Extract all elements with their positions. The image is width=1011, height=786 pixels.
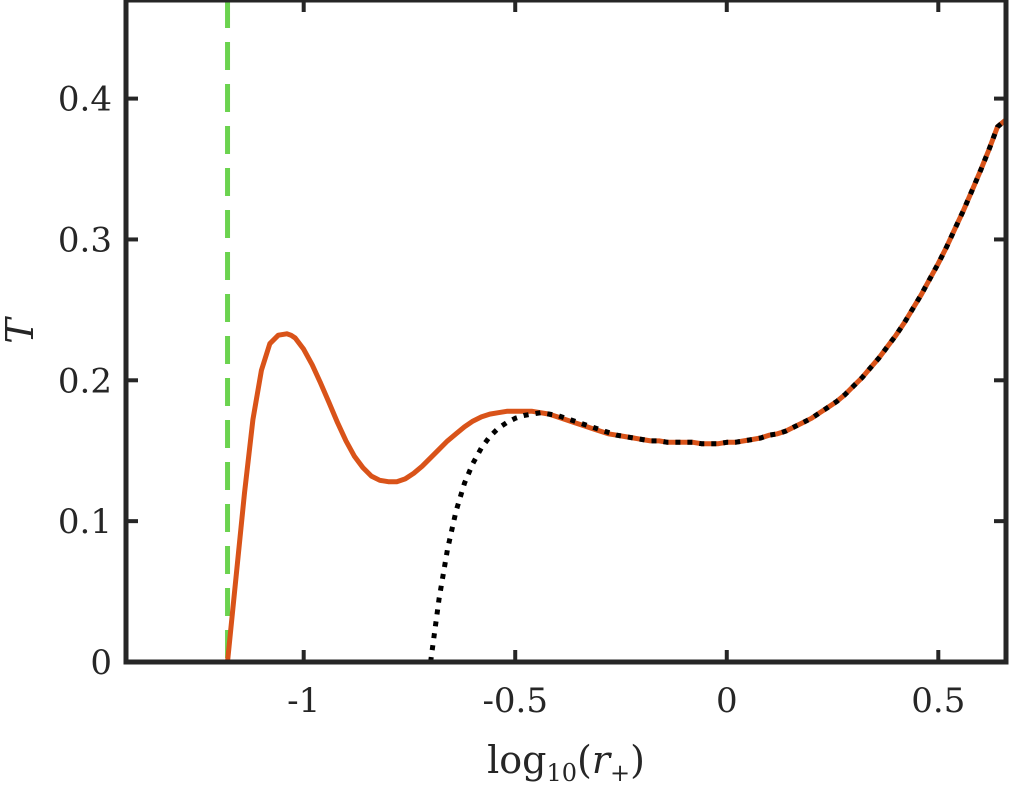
y-tick-label-2: 0.2: [58, 361, 112, 401]
ticks-layer: -1 -0.5 0 0.5 0 0.1 0.2 0.3 0.4: [58, 0, 1006, 721]
y-tick-label-0: 0: [90, 643, 112, 683]
series-layer: [225, 0, 1006, 662]
axes-box: [123, 0, 1009, 665]
y-tick-label-4: 0.4: [58, 80, 112, 120]
x-tick-label-0: -1: [287, 681, 320, 721]
x-tick-label-2: 0: [716, 681, 738, 721]
x-axis-label: log10(r+): [487, 738, 645, 786]
y-tick-label-3: 0.3: [58, 220, 112, 260]
y-tick-label-1: 0.1: [58, 502, 112, 542]
x-tick-label-1: -0.5: [482, 681, 548, 721]
x-tick-label-3: 0.5: [911, 681, 965, 721]
series-line-1: [428, 117, 1006, 662]
y-axis-label: T: [0, 316, 42, 344]
series-line-0: [225, 117, 1006, 662]
